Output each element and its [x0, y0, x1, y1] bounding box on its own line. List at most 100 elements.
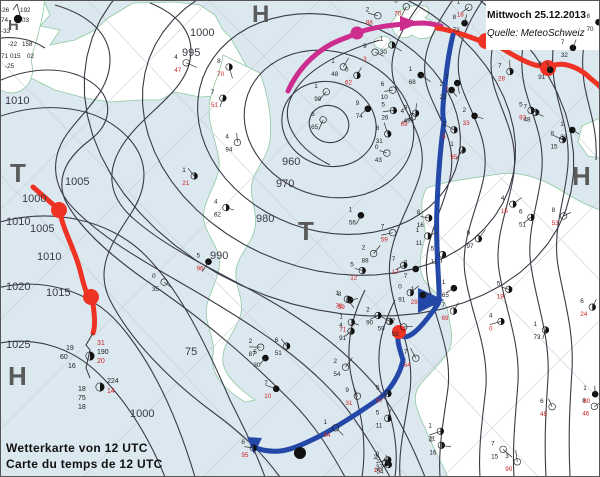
svg-text:9: 9: [467, 230, 471, 237]
svg-text:70: 70: [587, 26, 595, 33]
svg-text:54: 54: [376, 469, 384, 476]
svg-text:7: 7: [445, 74, 449, 81]
svg-text:65: 65: [311, 124, 319, 131]
svg-text:60: 60: [60, 354, 68, 361]
svg-text:H: H: [572, 161, 591, 191]
svg-text:T: T: [10, 158, 26, 188]
svg-text:5: 5: [497, 280, 501, 287]
svg-text:18: 18: [78, 386, 86, 393]
svg-text:18: 18: [78, 404, 86, 411]
svg-text:54: 54: [334, 371, 342, 378]
svg-text:8: 8: [587, 13, 591, 20]
svg-text:74: 74: [1, 17, 9, 24]
svg-text:1: 1: [314, 83, 318, 90]
svg-text:7: 7: [264, 380, 268, 387]
svg-text:9: 9: [442, 134, 446, 141]
svg-text:10: 10: [381, 94, 389, 101]
svg-text:1: 1: [534, 321, 538, 328]
svg-text:5: 5: [519, 101, 523, 108]
svg-text:8: 8: [551, 131, 555, 138]
svg-text:7: 7: [404, 260, 408, 267]
svg-text:9: 9: [363, 43, 367, 50]
svg-text:88: 88: [366, 20, 374, 27]
svg-text:90: 90: [314, 96, 322, 103]
svg-text:91: 91: [398, 297, 406, 304]
svg-text:91: 91: [339, 335, 347, 342]
svg-text:95: 95: [241, 452, 249, 459]
svg-text:02: 02: [27, 53, 35, 60]
svg-text:192: 192: [20, 7, 31, 14]
svg-text:H: H: [252, 1, 269, 28]
svg-text:-33: -33: [1, 28, 11, 35]
svg-text:980: 980: [256, 213, 274, 225]
svg-text:28: 28: [498, 76, 506, 83]
svg-text:2: 2: [334, 358, 338, 365]
svg-text:224: 224: [107, 378, 119, 385]
svg-text:1010: 1010: [6, 216, 30, 228]
svg-text:12: 12: [350, 275, 358, 282]
svg-text:88: 88: [362, 258, 370, 265]
svg-text:5: 5: [376, 385, 380, 392]
svg-text:62: 62: [214, 212, 222, 219]
svg-text:0: 0: [345, 66, 349, 73]
svg-text:7: 7: [404, 273, 408, 280]
svg-text:59: 59: [338, 304, 346, 311]
svg-text:1: 1: [428, 422, 432, 429]
svg-text:158: 158: [22, 41, 33, 48]
svg-text:87: 87: [249, 351, 257, 358]
svg-text:45: 45: [540, 411, 548, 418]
svg-text:3: 3: [505, 453, 509, 460]
svg-text:17: 17: [392, 269, 400, 276]
svg-text:990: 990: [210, 250, 228, 262]
svg-text:6: 6: [381, 81, 385, 88]
svg-text:8: 8: [417, 209, 421, 216]
svg-text:2: 2: [249, 338, 253, 345]
svg-text:H: H: [8, 361, 27, 391]
svg-text:7: 7: [404, 349, 408, 356]
svg-text:11: 11: [431, 259, 438, 266]
svg-text:5: 5: [197, 253, 201, 260]
svg-text:62: 62: [345, 79, 353, 86]
svg-text:68: 68: [409, 79, 417, 86]
svg-text:69: 69: [442, 315, 450, 322]
svg-text:48: 48: [331, 71, 339, 78]
svg-text:1000: 1000: [22, 193, 46, 205]
svg-text:33: 33: [560, 134, 568, 141]
svg-text:90: 90: [505, 466, 513, 473]
svg-text:6: 6: [275, 337, 279, 344]
svg-text:2: 2: [429, 436, 433, 443]
svg-text:0: 0: [489, 326, 493, 333]
svg-text:Mittwoch 25.12.2013: Mittwoch 25.12.2013: [487, 10, 586, 21]
svg-text:70: 70: [217, 71, 225, 78]
svg-text:7: 7: [491, 440, 495, 447]
svg-text:14: 14: [107, 388, 115, 395]
svg-text:190: 190: [97, 349, 109, 356]
svg-text:73: 73: [534, 334, 542, 341]
svg-text:Quelle: MeteoSchweiz: Quelle: MeteoSchweiz: [487, 28, 585, 39]
svg-text:7: 7: [498, 63, 502, 70]
svg-text:1005: 1005: [65, 176, 89, 188]
svg-text:70: 70: [394, 11, 402, 18]
svg-text:16: 16: [417, 222, 425, 229]
svg-text:91: 91: [538, 74, 546, 81]
svg-text:49: 49: [404, 117, 412, 124]
svg-text:19: 19: [497, 293, 505, 300]
svg-text:5: 5: [376, 409, 380, 416]
svg-text:6: 6: [540, 398, 544, 405]
svg-text:7: 7: [392, 256, 396, 263]
svg-text:8: 8: [376, 125, 380, 132]
svg-text:15: 15: [501, 208, 509, 215]
svg-text:4: 4: [214, 199, 218, 206]
svg-text:18: 18: [457, 11, 465, 18]
svg-text:6: 6: [311, 111, 315, 118]
svg-text:97: 97: [467, 243, 475, 250]
svg-text:1: 1: [409, 66, 413, 73]
svg-text:32: 32: [561, 52, 569, 59]
svg-text:8: 8: [338, 291, 342, 298]
svg-text:5: 5: [431, 246, 435, 253]
svg-text:0: 0: [375, 144, 379, 151]
svg-text:1: 1: [380, 36, 384, 43]
svg-text:16: 16: [429, 449, 437, 456]
svg-text:22: 22: [440, 94, 448, 101]
svg-text:35: 35: [152, 286, 160, 293]
